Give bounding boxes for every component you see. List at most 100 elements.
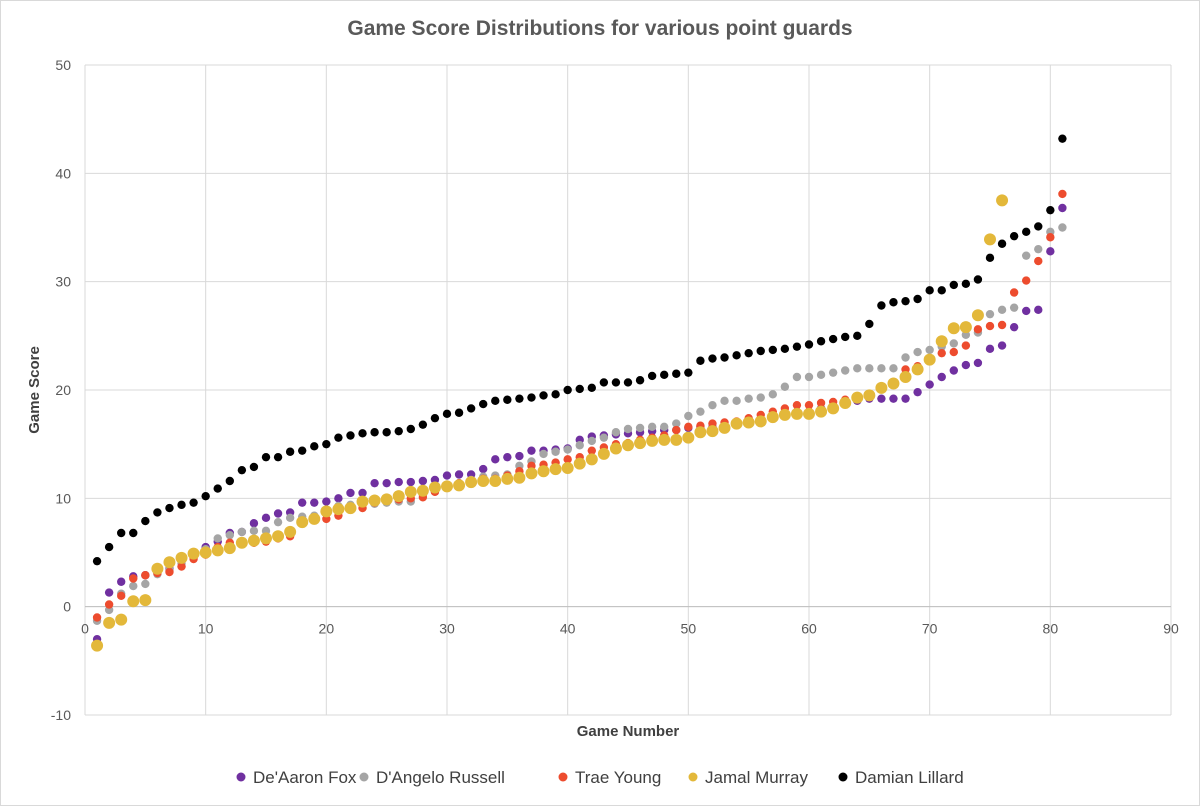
data-point — [575, 441, 584, 450]
data-point — [984, 233, 996, 246]
data-point — [261, 452, 271, 462]
data-point — [334, 494, 343, 503]
data-point — [1021, 276, 1031, 285]
data-point — [696, 407, 705, 416]
data-point — [92, 613, 102, 622]
data-point — [587, 436, 596, 446]
data-point — [792, 372, 802, 382]
data-point — [672, 425, 681, 435]
data-point — [997, 320, 1007, 330]
x-tick-label: 50 — [681, 621, 697, 637]
legend-item: Damian Lillard — [838, 768, 964, 787]
data-point — [1034, 244, 1043, 254]
data-point — [117, 577, 126, 586]
data-point — [961, 360, 971, 370]
data-point — [973, 358, 983, 368]
y-tick-label: 20 — [55, 382, 71, 398]
data-point — [104, 542, 114, 552]
data-point — [720, 396, 729, 406]
data-point — [816, 370, 826, 380]
data-point — [1058, 134, 1067, 143]
data-point — [428, 481, 441, 494]
data-point — [887, 377, 900, 390]
data-point — [153, 508, 162, 517]
data-point — [285, 513, 295, 523]
data-point — [187, 547, 200, 560]
data-point — [1034, 222, 1043, 231]
data-point — [491, 396, 500, 406]
y-tick-label: 0 — [63, 599, 71, 615]
data-point — [298, 446, 307, 455]
x-tick-labels: 0 10 20 30 40 50 60 70 80 90 — [81, 621, 1179, 637]
data-point — [104, 600, 114, 609]
data-point — [91, 639, 104, 652]
legend-label: Damian Lillard — [855, 768, 964, 787]
data-point — [527, 446, 536, 455]
data-point — [660, 422, 669, 432]
x-tick-label: 20 — [319, 621, 335, 637]
legend: De'Aaron Fox D'Angelo Russell Trae Young Ja… — [236, 768, 964, 787]
data-point — [1046, 205, 1055, 215]
data-point — [949, 347, 958, 357]
data-point — [479, 464, 488, 474]
data-point — [418, 476, 428, 486]
data-point — [961, 279, 971, 289]
data-point — [117, 528, 126, 538]
data-point — [503, 395, 512, 404]
data-point — [442, 471, 452, 480]
data-point — [670, 433, 683, 446]
x-tick-label: 0 — [81, 621, 89, 637]
data-point — [285, 447, 295, 456]
data-point — [696, 356, 705, 365]
x-tick-label: 40 — [560, 621, 576, 637]
legend-label: Trae Young — [575, 768, 661, 787]
data-point — [527, 393, 536, 402]
data-point — [901, 394, 910, 403]
data-point — [901, 296, 910, 306]
data-point — [249, 462, 259, 472]
data-point — [489, 475, 502, 487]
data-point — [477, 475, 490, 487]
data-point — [344, 502, 357, 515]
data-point — [392, 490, 405, 503]
data-point — [380, 493, 393, 506]
data-point — [780, 382, 790, 391]
data-point — [237, 527, 247, 537]
x-tick-label: 30 — [439, 621, 455, 637]
data-point — [466, 404, 476, 413]
data-point — [1009, 322, 1019, 332]
data-point — [949, 280, 958, 290]
data-point — [225, 476, 234, 486]
data-point — [322, 439, 331, 449]
data-point — [332, 503, 345, 516]
data-point — [611, 378, 621, 387]
data-point — [682, 431, 695, 444]
data-point — [804, 340, 814, 349]
grid-lines — [84, 64, 1172, 716]
data-point — [766, 411, 779, 424]
data-point — [985, 309, 995, 319]
data-point — [454, 470, 464, 479]
data-point — [744, 394, 753, 403]
y-tick-label: 10 — [55, 490, 71, 506]
data-point — [358, 429, 367, 438]
data-point — [635, 423, 645, 433]
data-point — [515, 394, 524, 403]
y-tick-labels: -10 0 10 20 30 40 50 — [51, 57, 71, 723]
data-point — [103, 616, 116, 629]
data-point — [370, 428, 379, 437]
data-point — [235, 536, 248, 549]
data-point — [720, 353, 729, 362]
data-point — [889, 298, 898, 307]
data-point — [899, 371, 912, 383]
legend-label: D'Angelo Russell — [376, 768, 505, 787]
data-point — [346, 488, 355, 498]
data-point — [947, 322, 960, 335]
data-point — [877, 364, 886, 373]
data-point — [261, 513, 271, 523]
data-point — [913, 347, 922, 357]
legend-marker — [558, 772, 568, 782]
data-point — [985, 344, 995, 354]
data-point — [971, 309, 984, 322]
